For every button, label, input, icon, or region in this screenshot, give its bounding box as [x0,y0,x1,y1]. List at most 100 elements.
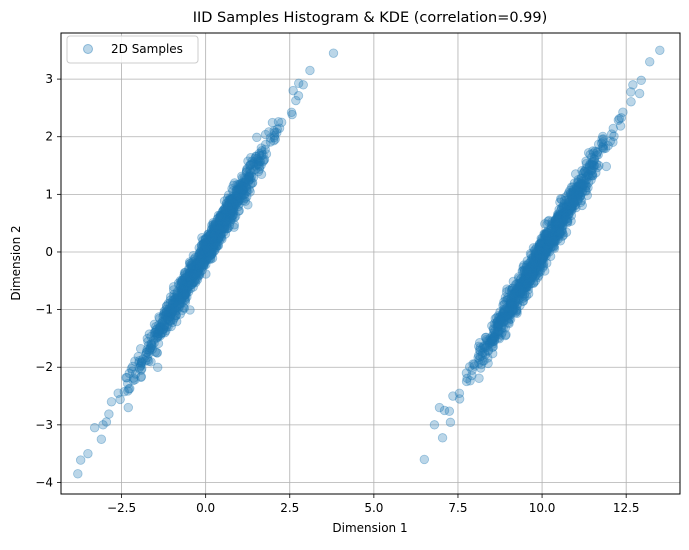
scatter-point [474,350,484,361]
scatter-point [540,234,550,244]
scatter-point [162,314,173,324]
scatter-point [155,322,165,333]
scatter-point [223,216,233,226]
scatter-point [525,268,535,278]
scatter-point [225,212,235,222]
scatter-point [198,249,208,259]
scatter-point [585,159,595,169]
scatter-point [203,241,213,251]
scatter-point [526,250,536,260]
scatter-point [523,269,533,279]
scatter-point [184,257,195,267]
scatter-point [221,216,232,227]
scatter-point [511,284,522,295]
scatter-point [181,278,191,288]
scatter-point [229,222,239,232]
scatter-point [216,226,227,237]
scatter-point [495,311,505,322]
scatter-point [240,177,251,187]
scatter-point [519,289,530,299]
scatter-point [239,189,250,200]
scatter-point [228,205,239,216]
scatter-point [243,173,254,183]
scatter-point [597,134,607,144]
scatter-point [178,284,189,295]
scatter-point [190,277,201,288]
scatter-point [505,308,515,319]
scatter-point [552,211,563,222]
scatter-point [563,214,573,224]
scatter-point [574,182,584,193]
scatter-point [516,284,526,294]
scatter-point [163,304,174,315]
scatter-point [163,307,173,317]
scatter-point [541,245,552,256]
scatter-point [236,180,247,191]
scatter-point [166,308,176,319]
scatter-point [135,344,146,354]
scatter-point [583,177,594,188]
scatter-point [523,289,534,299]
scatter-point [586,170,596,181]
scatter-point [209,224,219,235]
scatter-point [551,221,562,231]
scatter-point [191,261,201,272]
scatter-point [509,298,519,309]
scatter-point [550,232,560,242]
scatter-point [215,224,226,234]
scatter-point [185,271,195,281]
scatter-point [569,197,580,208]
scatter-point [522,264,533,275]
scatter-point [587,160,597,170]
scatter-point [581,172,591,182]
scatter-point [158,309,169,320]
scatter-point [542,232,553,242]
scatter-point [517,285,527,295]
scatter-point [546,232,556,242]
scatter-point [437,433,448,443]
scatter-point [204,245,214,255]
scatter-point [542,219,552,230]
scatter-point [159,308,169,319]
scatter-point [489,326,500,336]
scatter-point [185,275,196,285]
scatter-point [522,281,532,292]
scatter-point [474,358,484,368]
scatter-point [206,225,217,235]
scatter-point [496,317,507,328]
scatter-point [542,244,552,255]
scatter-point [193,258,203,269]
scatter-point [598,134,609,144]
scatter-point [137,363,147,374]
scatter-point [500,311,510,321]
scatter-point [538,254,549,264]
scatter-point [535,242,546,252]
scatter-point [515,284,526,295]
scatter-point [551,226,561,237]
scatter-point [259,155,269,166]
scatter-point [228,204,238,214]
scatter-point [553,225,563,235]
scatter-point [536,235,547,246]
scatter-point [531,270,541,280]
scatter-point [184,277,194,287]
scatter-point [227,206,238,216]
scatter-point [563,208,573,218]
scatter-point [505,299,515,309]
scatter-point [194,270,205,280]
scatter-point [217,234,227,244]
scatter-point [232,193,242,204]
scatter-point [218,222,228,232]
scatter-point [269,126,279,136]
scatter-point [568,197,579,208]
scatter-point [233,184,243,195]
scatter-point [293,91,304,101]
scatter-point [557,203,567,213]
scatter-point [179,277,190,287]
scatter-point [200,243,211,253]
scatter-point [528,269,538,280]
scatter-point [187,265,197,275]
scatter-point [564,206,574,217]
scatter-point [244,175,254,185]
